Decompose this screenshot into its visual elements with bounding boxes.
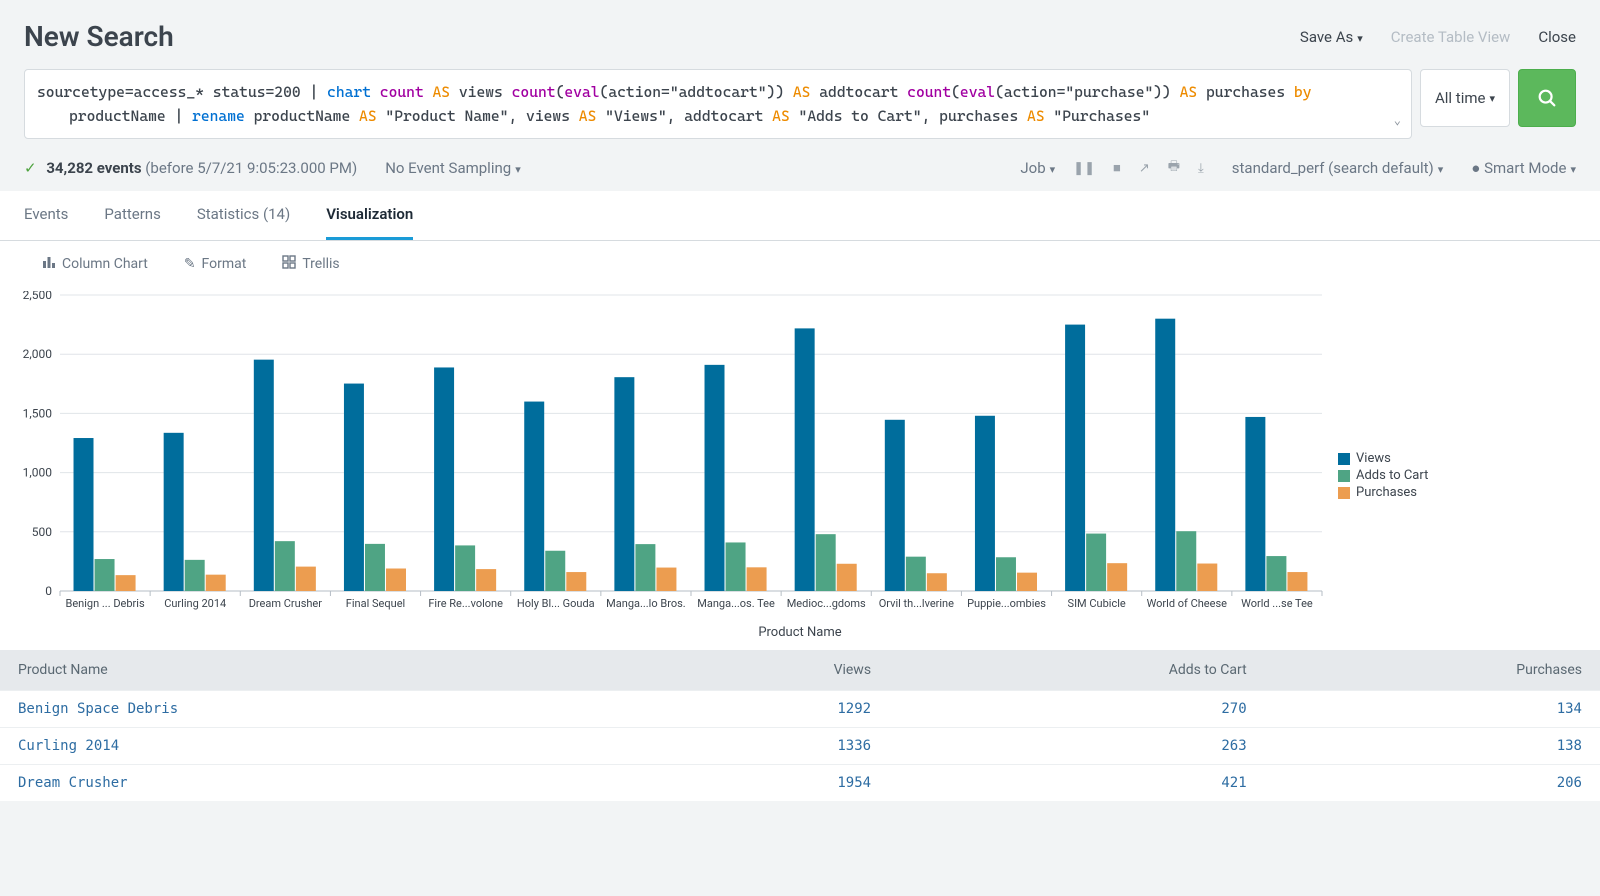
svg-text:Fire Re...volone: Fire Re...volone (428, 597, 503, 610)
result-tabs: Events Patterns Statistics (14) Visualiz… (0, 191, 1600, 241)
chart-type-menu[interactable]: Column Chart (42, 255, 148, 273)
results-table: Product NameViewsAdds to CartPurchases B… (0, 650, 1600, 801)
pause-icon[interactable]: ❚❚ (1073, 161, 1095, 176)
close-button[interactable]: Close (1538, 28, 1576, 46)
time-range-picker[interactable]: All time (1420, 69, 1510, 127)
lightbulb-icon: ● (1471, 159, 1480, 177)
table-row[interactable]: Curling 20141336263138 (0, 728, 1600, 765)
share-icon[interactable]: ↗ (1139, 161, 1150, 176)
stop-icon[interactable]: ■ (1113, 160, 1121, 176)
trellis-icon (282, 255, 296, 273)
format-menu[interactable]: ✎ Format (184, 255, 247, 273)
app-menu[interactable]: standard_perf (search default) (1232, 159, 1444, 177)
svg-text:0: 0 (45, 584, 52, 598)
column-chart-icon (42, 255, 56, 273)
svg-text:World ...se Tee: World ...se Tee (1241, 597, 1313, 610)
svg-text:World of Cheese: World of Cheese (1147, 597, 1228, 610)
save-as-menu[interactable]: Save As (1300, 28, 1363, 46)
print-icon[interactable]: 🖶 (1168, 157, 1180, 179)
svg-text:2,500: 2,500 (23, 291, 53, 302)
column-header[interactable]: Views (647, 650, 889, 691)
column-header[interactable]: Adds to Cart (889, 650, 1265, 691)
header: New Search Save As Create Table View Clo… (0, 0, 1600, 69)
expand-search-icon[interactable]: ⌄ (1394, 111, 1401, 130)
chart-legend: Views Adds to Cart Purchases (1330, 291, 1432, 621)
column-chart: 0 500 1,000 1,500 2,000 2,500 Benign ... Debri… (12, 291, 1330, 621)
svg-text:Manga...os. Tee: Manga...os. Tee (697, 597, 775, 610)
header-actions: Save As Create Table View Close (1300, 28, 1576, 46)
svg-text:Final Sequel: Final Sequel (346, 597, 405, 610)
job-menu[interactable]: Job (1020, 159, 1055, 177)
svg-text:Curling 2014: Curling 2014 (164, 597, 226, 610)
svg-text:500: 500 (32, 525, 52, 539)
create-table-view[interactable]: Create Table View (1391, 28, 1511, 46)
svg-text:2,000: 2,000 (23, 347, 53, 361)
svg-text:Benign ... Debris: Benign ... Debris (65, 597, 144, 610)
legend-item[interactable]: Adds to Cart (1338, 468, 1428, 483)
svg-text:SIM Cubicle: SIM Cubicle (1068, 597, 1126, 610)
viz-toolbar: Column Chart ✎ Format Trellis (0, 241, 1600, 287)
table-row[interactable]: Benign Space Debris1292270134 (0, 691, 1600, 728)
legend-item[interactable]: Purchases (1338, 485, 1428, 500)
check-icon: ✓ (24, 159, 37, 177)
svg-text:Manga...lo Bros.: Manga...lo Bros. (606, 597, 686, 610)
search-row: sourcetype=access_* status=200 | chart c… (0, 69, 1600, 149)
format-icon: ✎ (184, 256, 196, 272)
table-row[interactable]: Dream Crusher1954421206 (0, 765, 1600, 802)
svg-text:Holy Bl... Gouda: Holy Bl... Gouda (517, 597, 595, 610)
event-sampling-menu[interactable]: No Event Sampling (385, 159, 521, 177)
trellis-menu[interactable]: Trellis (282, 255, 339, 273)
svg-text:1,000: 1,000 (23, 466, 53, 480)
tab-statistics[interactable]: Statistics (14) (197, 191, 290, 240)
event-count: ✓ 34,282 events (before 5/7/21 9:05:23.0… (24, 159, 357, 177)
search-input[interactable]: sourcetype=access_* status=200 | chart c… (24, 69, 1412, 139)
svg-text:Medioc...gdoms: Medioc...gdoms (787, 597, 866, 610)
status-bar: ✓ 34,282 events (before 5/7/21 9:05:23.0… (0, 149, 1600, 191)
svg-text:Orvil th...lverine: Orvil th...lverine (879, 597, 954, 610)
svg-text:Dream Crusher: Dream Crusher (249, 597, 323, 610)
column-header[interactable]: Purchases (1265, 650, 1600, 691)
tab-visualization[interactable]: Visualization (326, 191, 413, 240)
svg-text:1,500: 1,500 (23, 406, 53, 420)
search-icon (1536, 87, 1558, 109)
search-mode-menu[interactable]: ● Smart Mode (1471, 159, 1576, 177)
page-title: New Search (24, 20, 174, 53)
tab-patterns[interactable]: Patterns (104, 191, 160, 240)
export-icon[interactable]: ⤓ (1198, 161, 1204, 176)
column-header[interactable]: Product Name (0, 650, 647, 691)
search-button[interactable] (1518, 69, 1576, 127)
legend-item[interactable]: Views (1338, 451, 1428, 466)
svg-text:Puppie...ombies: Puppie...ombies (967, 597, 1046, 610)
x-axis-label: Product Name (0, 621, 1600, 650)
tab-events[interactable]: Events (24, 191, 68, 240)
chart-panel: 0 500 1,000 1,500 2,000 2,500 Benign ... Debri… (0, 287, 1600, 621)
